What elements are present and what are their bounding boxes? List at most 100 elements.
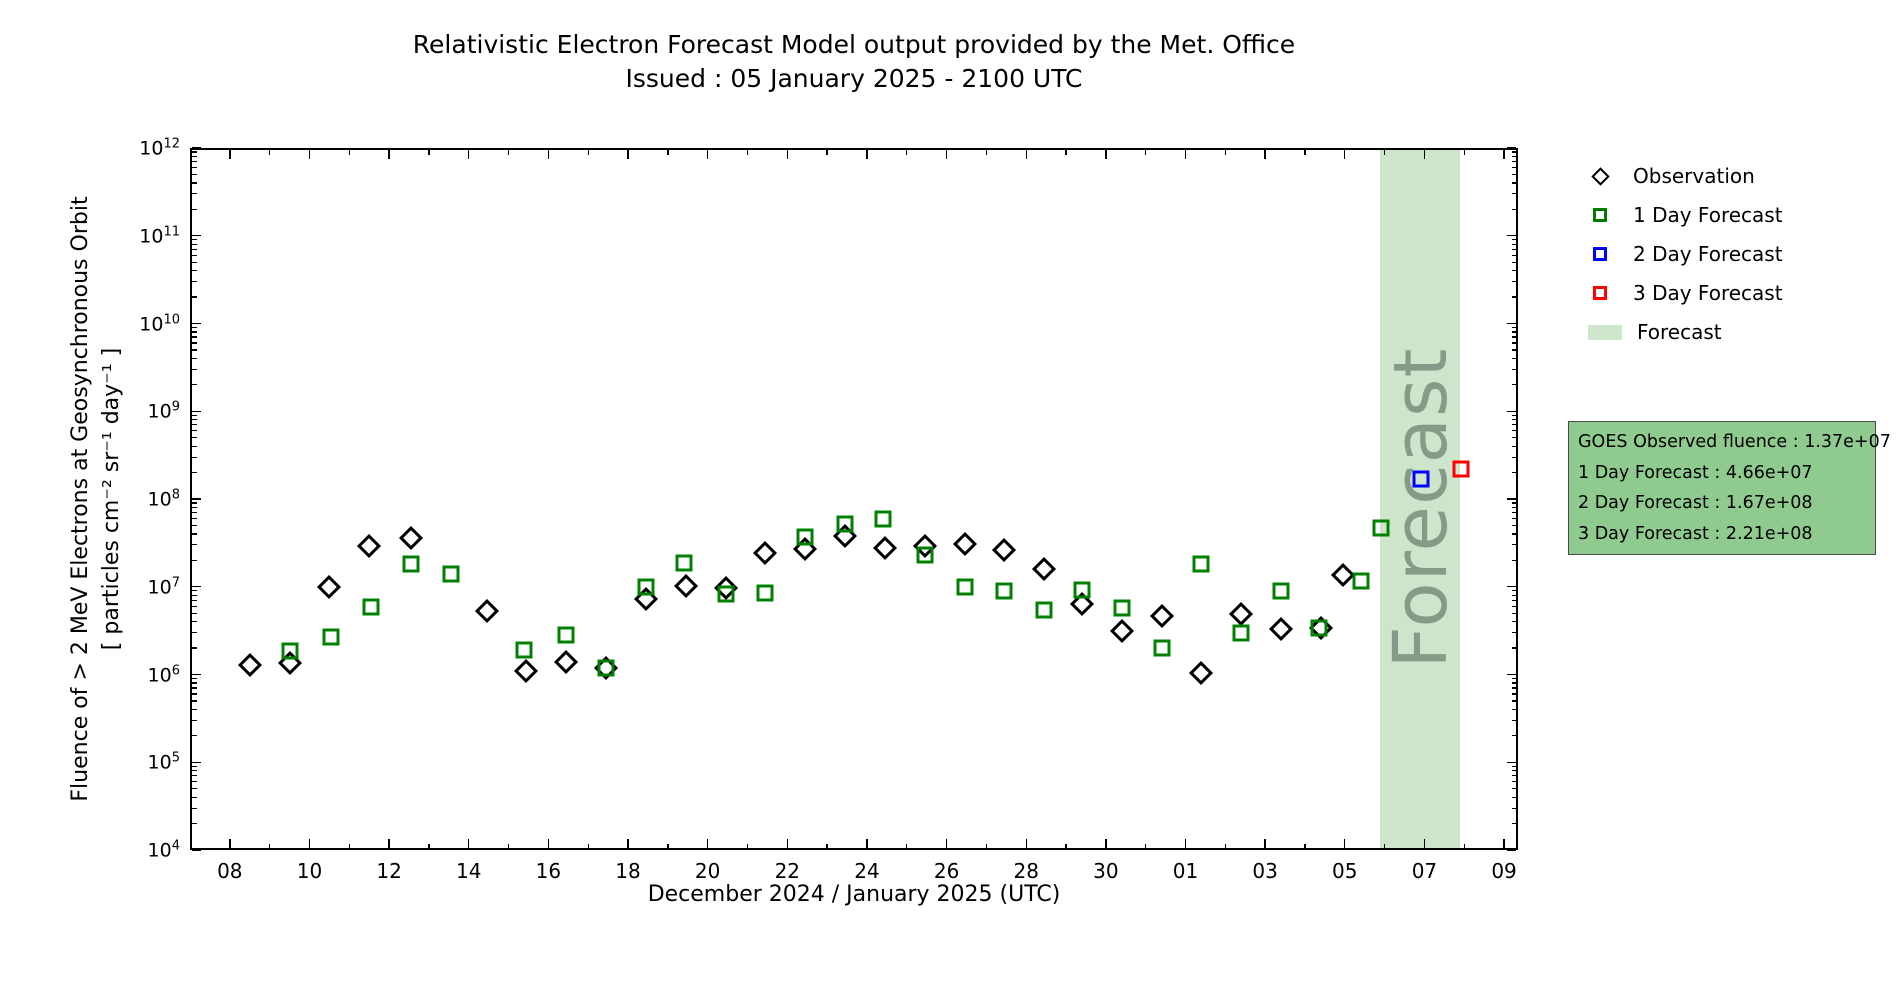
x-tick-label: 24 [854, 859, 880, 883]
tick [1383, 844, 1386, 849]
tick [192, 235, 201, 237]
tick [985, 150, 988, 155]
tick [1065, 150, 1067, 155]
y-tick-label: 109 [147, 399, 180, 423]
tick [192, 357, 197, 359]
tick [192, 590, 197, 592]
tick [1025, 839, 1027, 848]
tick [1511, 632, 1516, 634]
tick [1511, 270, 1516, 272]
tick [192, 239, 197, 241]
one-day-forecast-point [442, 565, 460, 583]
x-axis-label: December 2024 / January 2025 (UTC) [647, 882, 1061, 907]
obs-point [554, 649, 579, 674]
tick [1511, 281, 1516, 283]
tick [547, 839, 550, 848]
tick [1503, 150, 1505, 159]
tick [1511, 682, 1516, 684]
tick [1511, 770, 1516, 772]
tick [192, 599, 197, 601]
obs-point [673, 573, 698, 598]
tick [1511, 336, 1516, 338]
tick [229, 150, 231, 159]
tick [192, 781, 197, 783]
tick [1507, 586, 1516, 588]
tick [192, 208, 197, 210]
x-tick-label: 26 [933, 859, 960, 883]
tick [1511, 605, 1516, 607]
tick [667, 844, 669, 849]
tick [308, 150, 311, 159]
tick [1511, 559, 1516, 561]
tick [906, 150, 908, 155]
tick [1511, 788, 1516, 790]
one-day-forecast-point [515, 641, 533, 659]
tick [1511, 414, 1516, 416]
tick [192, 735, 197, 737]
tick [192, 693, 197, 695]
tick [192, 182, 197, 184]
tick [1503, 839, 1505, 848]
tick [786, 839, 788, 848]
tick [786, 150, 788, 159]
tick [1511, 193, 1516, 195]
tick [1511, 533, 1516, 535]
tick [1511, 424, 1516, 426]
tick [1184, 150, 1187, 159]
tick [1511, 357, 1516, 359]
tick [1304, 150, 1306, 155]
obs-point [474, 598, 499, 623]
one-day-forecast-point [281, 642, 299, 660]
x-tick-label: 03 [1252, 859, 1278, 883]
obs-point [357, 534, 382, 559]
tick [192, 765, 197, 767]
tick [1511, 544, 1516, 546]
tick [1511, 419, 1516, 421]
tick [1511, 456, 1516, 458]
tick [192, 586, 201, 588]
one-day-forecast-point [1035, 601, 1053, 619]
tick [866, 150, 868, 159]
tick [1511, 160, 1516, 163]
one-day-forecast-point [717, 585, 735, 603]
obs-point [1269, 616, 1294, 642]
tick [1511, 182, 1516, 184]
tick [192, 173, 197, 175]
tick [1511, 599, 1516, 601]
tick [192, 807, 197, 809]
info-line-2day: 2 Day Forecast : 1.67e+08 [1578, 493, 1813, 513]
tick [1507, 410, 1516, 412]
one-day-forecast-point [1153, 639, 1171, 657]
tick [985, 844, 988, 849]
one-day-forecast-point [1352, 572, 1370, 590]
tick [1511, 796, 1516, 798]
tick [192, 445, 197, 447]
tick [192, 160, 197, 163]
tick [507, 150, 510, 155]
y-tick-label: 105 [147, 750, 180, 774]
tick [192, 243, 197, 245]
y-tick-label: 1012 [139, 136, 180, 160]
x-tick-label: 09 [1491, 859, 1517, 883]
tick [1507, 761, 1516, 763]
legend-label: Forecast [1637, 320, 1722, 344]
tick [945, 839, 948, 848]
tick [192, 410, 201, 412]
obs-point [514, 658, 539, 683]
one-day-forecast-point [796, 528, 814, 546]
tick [192, 437, 197, 439]
tick [1511, 612, 1516, 614]
legend-label: 2 Day Forecast [1633, 242, 1783, 266]
legend-label: 3 Day Forecast [1633, 281, 1783, 305]
tick [192, 502, 197, 504]
tick [1463, 844, 1465, 849]
tick [1511, 781, 1516, 783]
y-tick-label: 106 [147, 662, 180, 687]
one-day-forecast-point [1232, 624, 1250, 642]
tick [826, 150, 828, 155]
x-tick-label: 07 [1411, 859, 1438, 883]
tick [627, 150, 629, 159]
x-tick-label: 01 [1172, 859, 1199, 883]
